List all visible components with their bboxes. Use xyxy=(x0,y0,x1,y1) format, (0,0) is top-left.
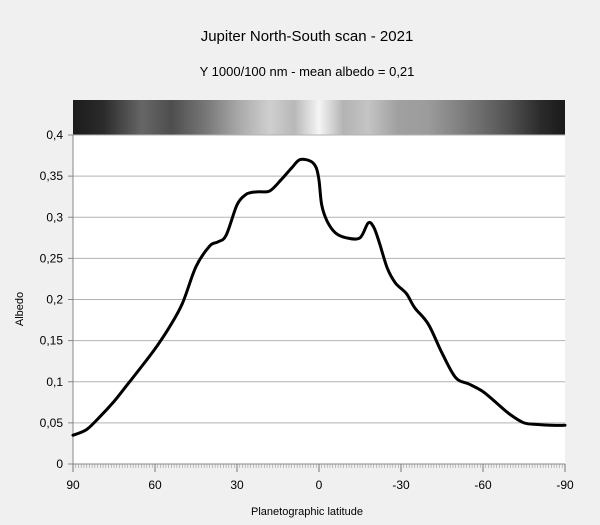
y-tick-label: 0,05 xyxy=(40,416,64,430)
chart-title: Jupiter North-South scan - 2021 xyxy=(201,28,414,45)
x-tick-label: -30 xyxy=(392,478,410,492)
x-tick-label: 0 xyxy=(316,478,323,492)
y-tick-label: 0 xyxy=(56,457,63,471)
y-tick-label: 0,25 xyxy=(40,251,64,265)
x-tick-label: 30 xyxy=(230,478,244,492)
x-tick-label: -60 xyxy=(474,478,492,492)
axes xyxy=(68,134,566,472)
y-tick-label: 0,4 xyxy=(46,128,63,142)
x-tick-label: 90 xyxy=(66,478,80,492)
y-tick-label: 0,35 xyxy=(40,169,64,183)
y-axis-label: Albedo xyxy=(14,292,26,326)
gridlines xyxy=(73,134,565,424)
y-tick-label: 0,15 xyxy=(40,334,64,348)
albedo-series-line xyxy=(71,157,567,437)
x-axis-label: Planetographic latitude xyxy=(251,506,363,518)
x-tick-labels: 90 60 30 0 -30 -60 -90 xyxy=(66,478,574,492)
y-tick-label: 0,1 xyxy=(46,375,63,389)
y-tick-labels: 0 0,05 0,1 0,15 0,2 0,25 0,3 0,35 0,4 xyxy=(40,128,64,471)
albedo-scan-strip xyxy=(73,100,565,135)
x-tick-label: -90 xyxy=(556,478,574,492)
y-tick-label: 0,3 xyxy=(46,210,63,224)
x-tick-label: 60 xyxy=(148,478,162,492)
y-tick-label: 0,2 xyxy=(46,293,63,307)
series xyxy=(71,157,567,437)
chart-subtitle: Y 1000/100 nm - mean albedo = 0,21 xyxy=(200,64,415,79)
